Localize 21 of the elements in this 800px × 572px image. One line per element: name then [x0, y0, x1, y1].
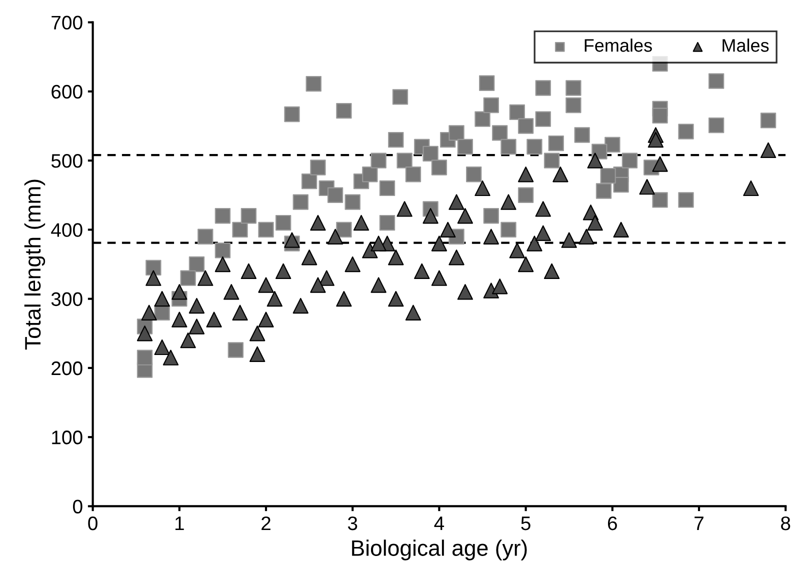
x-axis-title: Biological age (yr) — [352, 540, 527, 560]
x-tick-label: 4 — [434, 516, 444, 530]
legend-label: Females — [584, 38, 652, 52]
y-tick-label: 500 — [51, 154, 82, 168]
y-axis-title: Total length (mm) — [24, 180, 46, 350]
y-tick-label: 600 — [52, 84, 82, 99]
x-tick-label: 3 — [348, 516, 358, 530]
x-tick-label: 8 — [781, 516, 790, 530]
y-tick-label: 200 — [52, 361, 82, 376]
x-tick-label: 0 — [88, 516, 98, 530]
y-tick-label: 0 — [73, 500, 82, 514]
y-tick-label: 400 — [51, 223, 82, 237]
legend-label: Males — [722, 38, 769, 52]
x-tick-label: 7 — [694, 516, 704, 530]
y-tick-label: 300 — [51, 292, 82, 306]
y-tick-label: 700 — [52, 16, 82, 30]
x-tick-label: 1 — [175, 516, 184, 530]
x-tick-label: 5 — [521, 516, 530, 530]
x-tick-label: 6 — [608, 516, 617, 530]
y-tick-label: 100 — [52, 430, 82, 444]
x-tick-label: 2 — [262, 516, 270, 530]
